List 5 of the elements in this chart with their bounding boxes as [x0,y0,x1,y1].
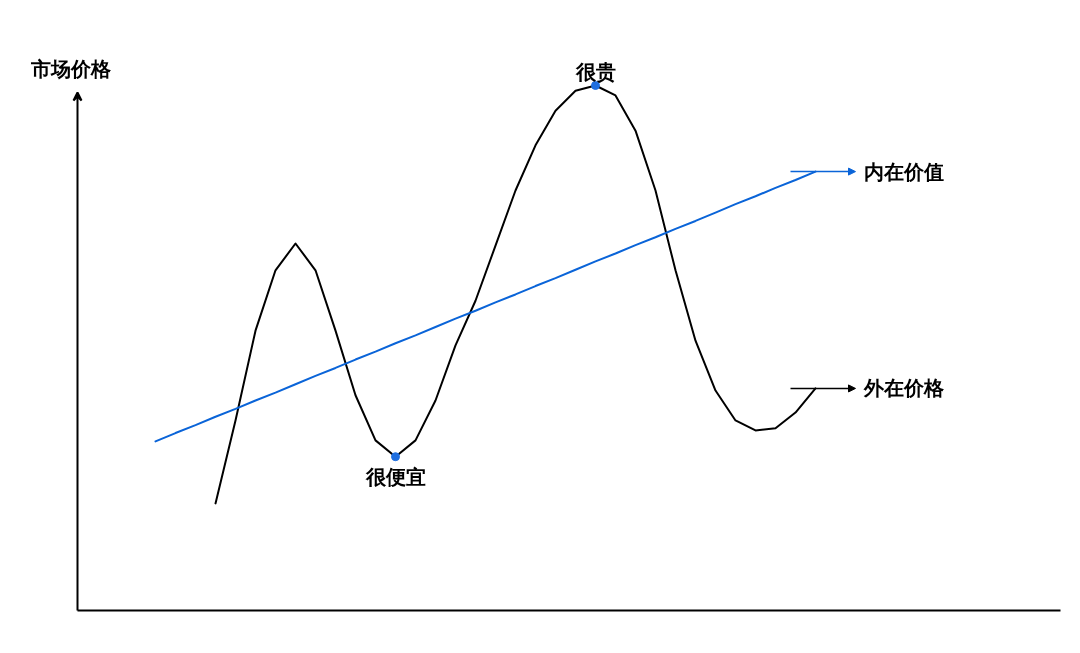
annotation: 很贵 [574,59,616,84]
annotation: 很便宜 [364,464,426,489]
legend-label: 外在价格 [862,376,945,401]
y-axis-title: 市场价格 [29,56,112,81]
legend-label: 内在价值 [863,159,944,184]
